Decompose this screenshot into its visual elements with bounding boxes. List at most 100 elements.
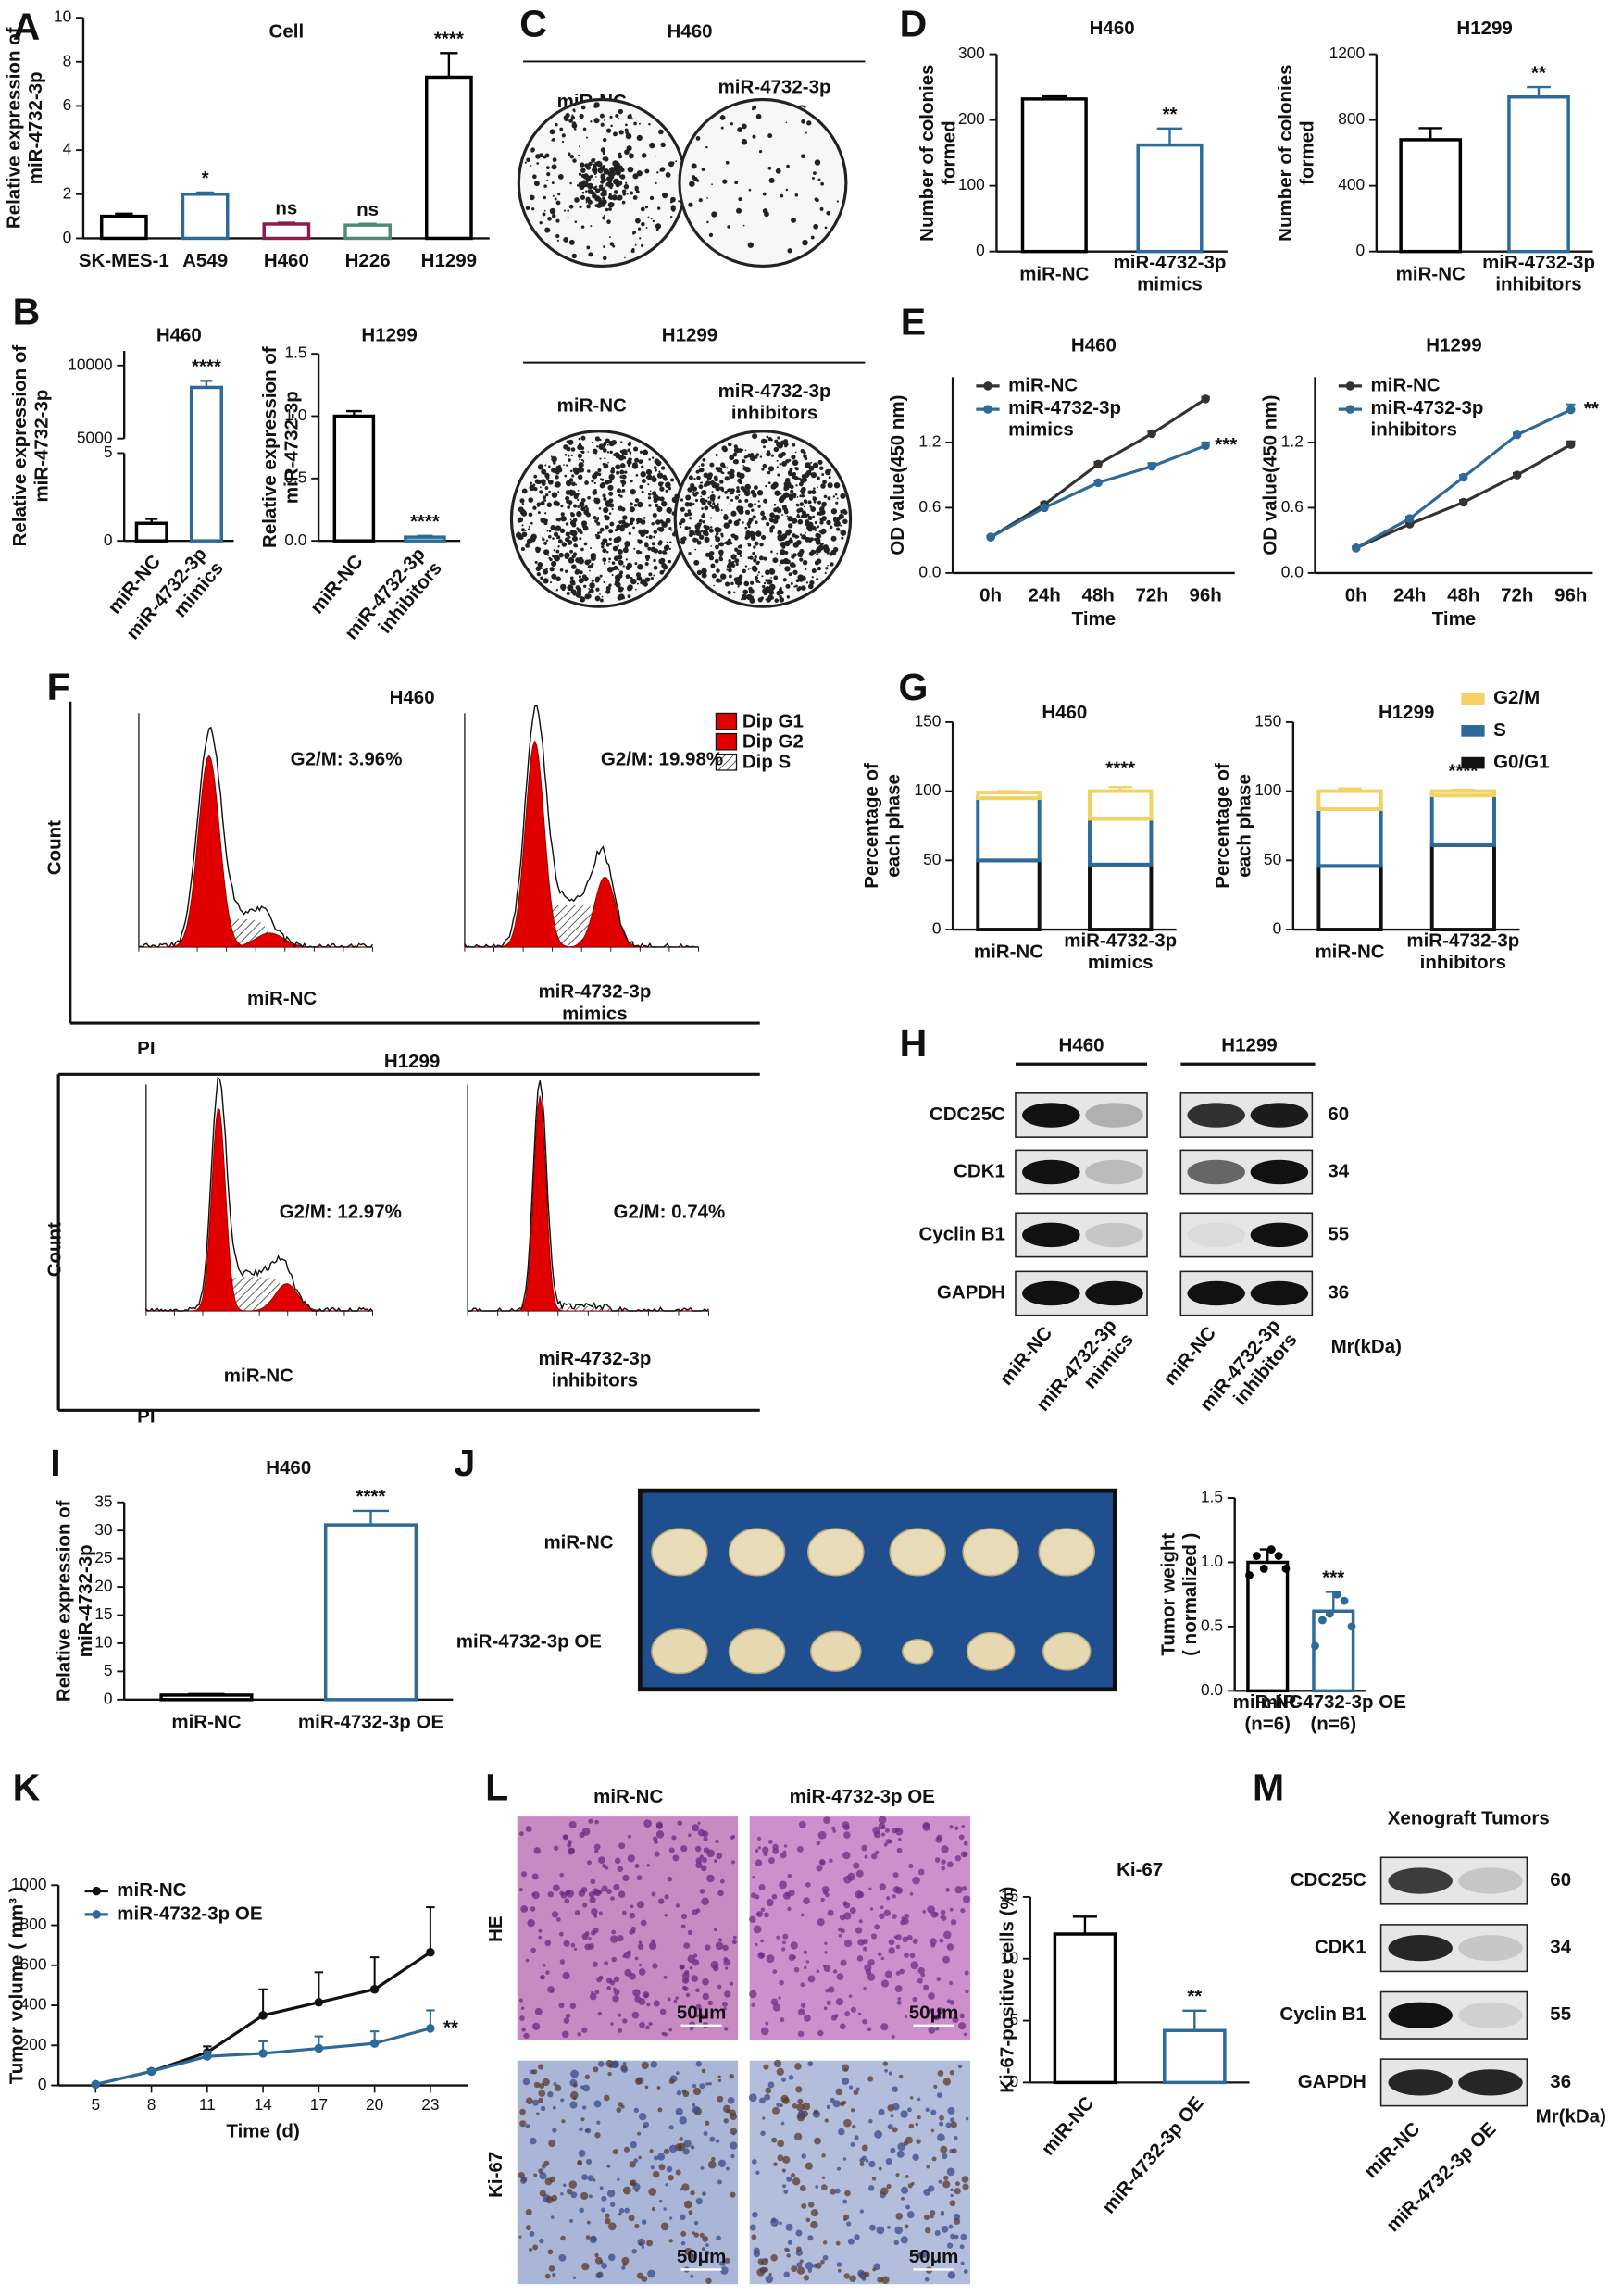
nucleus — [776, 1935, 780, 1940]
colony — [829, 552, 833, 556]
colony — [730, 488, 735, 493]
colony — [781, 505, 787, 509]
bar-segment — [1088, 817, 1154, 867]
colony — [767, 450, 771, 454]
colony — [580, 520, 588, 527]
colony — [535, 566, 542, 572]
colony — [668, 547, 671, 550]
nucleus — [596, 1977, 603, 1983]
colony — [701, 489, 707, 496]
nucleus — [605, 2217, 611, 2225]
nucleus — [917, 1966, 925, 1975]
colony — [608, 583, 612, 587]
colony — [539, 486, 542, 489]
legend-label: miR-4732-3p OE — [117, 1903, 262, 1924]
colony — [795, 484, 798, 487]
colony — [595, 176, 597, 178]
colony — [767, 481, 771, 485]
colony — [602, 493, 606, 498]
label: miR-NC — [593, 1786, 663, 1807]
colony — [636, 575, 643, 581]
colony — [566, 591, 570, 596]
nucleus — [857, 2269, 865, 2277]
colony — [594, 436, 601, 442]
colony — [820, 530, 826, 535]
nucleus — [925, 2107, 930, 2113]
colony — [706, 220, 709, 224]
colony — [684, 512, 689, 518]
nucleus — [750, 1892, 756, 1899]
colony — [658, 129, 664, 135]
y-tick-label: 0 — [1273, 919, 1282, 938]
x-tick-label: 20 — [366, 2095, 383, 2114]
legend-swatch — [715, 753, 738, 771]
significance: **** — [1105, 758, 1135, 780]
colony — [521, 488, 528, 494]
nucleus — [618, 2208, 625, 2214]
colony — [624, 256, 626, 259]
colony — [792, 569, 798, 575]
nucleus — [612, 2149, 618, 2155]
colony — [580, 446, 585, 450]
colony — [565, 522, 569, 526]
tumor — [889, 1528, 947, 1577]
colony — [629, 517, 635, 523]
colony — [780, 451, 786, 456]
nucleus — [804, 1965, 807, 1970]
colony — [761, 534, 767, 541]
colony — [678, 200, 680, 203]
y-axis-label: Number of coloniesformed — [1275, 64, 1318, 241]
colony — [561, 542, 568, 547]
colony — [793, 476, 799, 480]
colony — [627, 594, 631, 599]
colony — [835, 527, 841, 531]
nucleus — [892, 1872, 899, 1878]
colony — [705, 531, 709, 537]
nucleus — [877, 1952, 882, 1957]
nucleus — [922, 1909, 927, 1914]
colony — [648, 504, 652, 507]
nucleus — [857, 2012, 862, 2016]
colony — [569, 155, 574, 158]
label: Ki-67 — [485, 2152, 506, 2198]
colony — [605, 440, 608, 443]
colony — [612, 244, 616, 248]
colony — [763, 581, 767, 585]
colony — [755, 561, 760, 566]
colony — [580, 194, 586, 200]
colony — [586, 593, 592, 599]
colony — [580, 435, 586, 441]
colony — [718, 549, 724, 555]
nucleus — [802, 2102, 811, 2111]
colony — [599, 593, 601, 595]
colony — [575, 483, 578, 486]
colony — [804, 456, 808, 461]
colony — [765, 484, 767, 488]
colony — [643, 581, 648, 587]
chart-title: H460 — [156, 325, 202, 346]
colony — [764, 439, 768, 443]
colony — [653, 558, 656, 563]
nucleus — [602, 1864, 606, 1868]
nucleus — [611, 1956, 617, 1963]
data-point — [1266, 1545, 1276, 1554]
colony — [583, 542, 588, 546]
colony — [601, 187, 606, 192]
colony — [741, 123, 747, 130]
nucleus — [702, 1830, 709, 1838]
histology-image — [517, 1816, 739, 2040]
colony — [600, 122, 605, 127]
nucleus — [568, 1820, 577, 1828]
colony — [730, 475, 734, 479]
nucleus — [867, 1959, 875, 1966]
colony — [638, 122, 641, 125]
colony — [632, 526, 635, 530]
colony — [688, 526, 692, 530]
colony — [578, 575, 581, 579]
colony — [636, 134, 643, 142]
colony — [539, 220, 543, 225]
nucleus — [905, 2136, 914, 2144]
colony — [618, 108, 623, 115]
nucleus — [821, 2176, 826, 2179]
y-tick-label: 0 — [1356, 241, 1366, 259]
